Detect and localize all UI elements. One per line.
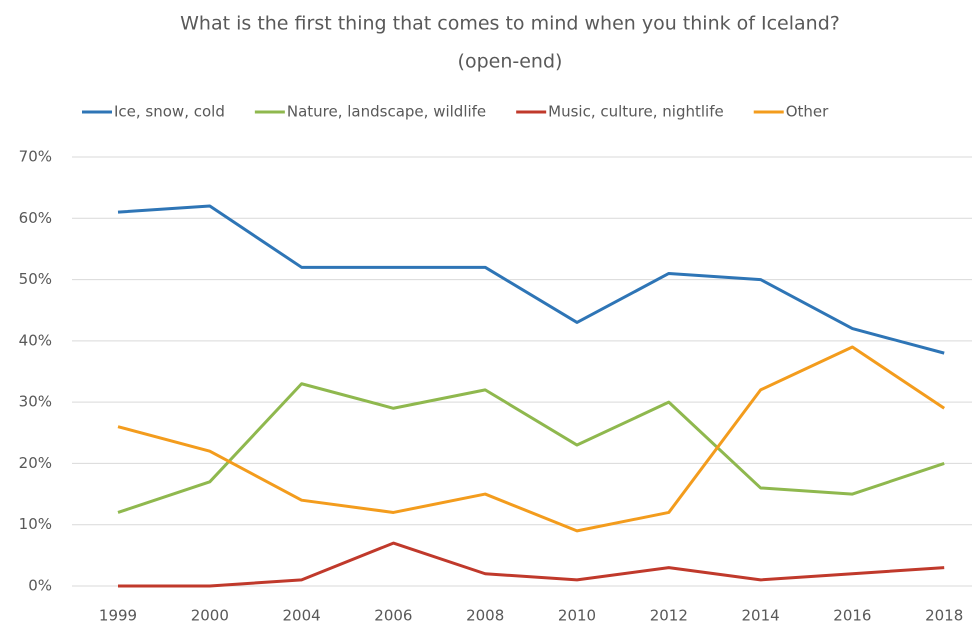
y-tick-label: 20% (19, 454, 52, 472)
x-tick-label: 2004 (283, 607, 321, 625)
x-tick-label: 2010 (558, 607, 596, 625)
x-tick-label: 2012 (650, 607, 688, 625)
legend-label: Nature, landscape, wildlife (287, 103, 486, 121)
x-tick-label: 1999 (99, 607, 137, 625)
series-line (118, 541, 945, 588)
legend-label: Other (786, 103, 829, 121)
series-line (117, 382, 945, 514)
legend-label: Ice, snow, cold (114, 103, 225, 121)
y-tick-label: 60% (19, 209, 52, 227)
x-tick-label: 2000 (191, 607, 229, 625)
x-tick-label: 2008 (466, 607, 504, 625)
legend-label: Music, culture, nightlife (548, 103, 724, 121)
chart-title: What is the first thing that comes to mi… (180, 13, 840, 35)
y-tick-label: 70% (19, 148, 52, 166)
series-line (117, 204, 945, 355)
x-tick-label: 2018 (925, 607, 963, 625)
x-tick-label: 2006 (374, 607, 412, 625)
x-tick-label: 2016 (833, 607, 871, 625)
x-tick-label: 2014 (742, 607, 780, 625)
y-tick-label: 40% (19, 331, 52, 349)
y-tick-label: 10% (19, 515, 52, 533)
chart-subtitle: (open-end) (458, 51, 563, 73)
series-line (117, 345, 946, 533)
y-tick-label: 50% (19, 270, 52, 288)
y-tick-label: 0% (28, 577, 52, 595)
y-tick-label: 30% (19, 393, 52, 411)
